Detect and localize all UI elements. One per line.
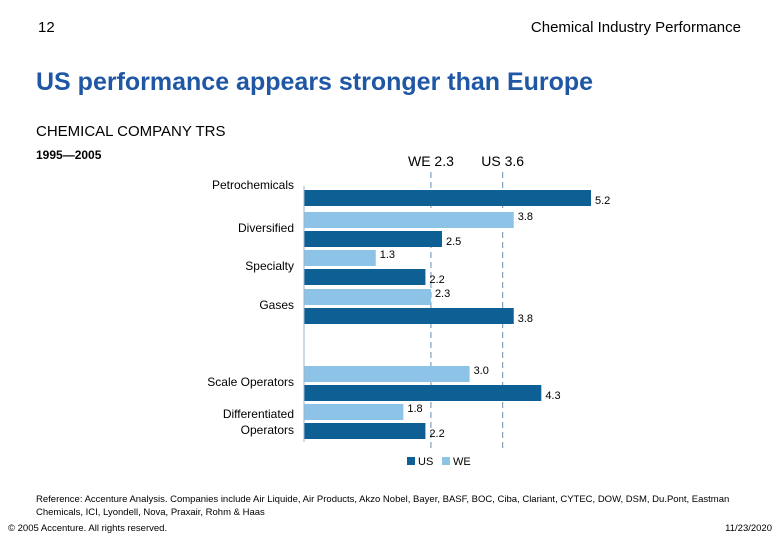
copyright: © 2005 Accenture. All rights reserved. [8, 523, 168, 534]
page-headline: US performance appears stronger than Eur… [36, 68, 594, 96]
reference-label-1: US 3.6 [481, 153, 524, 169]
footnote: Reference: Accenture Analysis. Companies… [36, 494, 730, 518]
us-value-label-2: 2.2 [429, 274, 444, 286]
us-value-label-3: 3.8 [518, 313, 533, 325]
chart-period: 1995—2005 [36, 148, 102, 162]
us-bar-0 [304, 190, 591, 206]
legend-label-we: WE [453, 456, 471, 468]
us-value-label-1: 2.5 [446, 236, 461, 248]
we-bar-4 [304, 366, 470, 382]
category-label-3: Gases [259, 298, 294, 312]
us-value-label-5: 2.2 [429, 428, 444, 440]
us-bar-3 [304, 308, 514, 324]
trs-bar-chart: WE 2.3 US 3.6 5.2 Petrochemicals 3.8 2.5 Diver… [207, 153, 610, 468]
we-value-label-5: 1.8 [407, 403, 422, 415]
we-value-label-2: 1.3 [380, 249, 395, 261]
we-value-label-1: 3.8 [518, 211, 533, 223]
we-bar-3 [304, 289, 431, 305]
chart-title: CHEMICAL COMPANY TRS [36, 123, 226, 140]
category-label-4: Scale Operators [207, 375, 294, 389]
we-bar-1 [304, 212, 514, 228]
category-label-5-line-1: Differentiated [223, 407, 294, 421]
reference-label-0: WE 2.3 [408, 153, 454, 169]
we-value-label-3: 2.3 [435, 288, 450, 300]
we-bar-5 [304, 404, 404, 420]
category-label-1: Diversified [238, 221, 294, 235]
category-label-0: Petrochemicals [212, 178, 294, 192]
we-bar-2 [304, 250, 376, 266]
footer-date: 11/23/2020 [725, 523, 772, 534]
legend-label-us: US [418, 456, 433, 468]
us-value-label-4: 4.3 [545, 390, 560, 402]
us-bar-1 [304, 231, 442, 247]
us-bar-4 [304, 385, 542, 401]
page-number: 12 [38, 19, 55, 36]
us-bar-2 [304, 269, 426, 285]
we-value-label-4: 3.0 [474, 365, 489, 377]
legend-swatch-us [407, 457, 415, 465]
us-bar-5 [304, 423, 426, 439]
header-title: Chemical Industry Performance [530, 19, 741, 36]
category-label-2: Specialty [245, 259, 294, 273]
legend-swatch-we [442, 457, 450, 465]
category-label-5-line-2: Operators [241, 423, 294, 437]
us-value-label-0: 5.2 [595, 195, 610, 207]
